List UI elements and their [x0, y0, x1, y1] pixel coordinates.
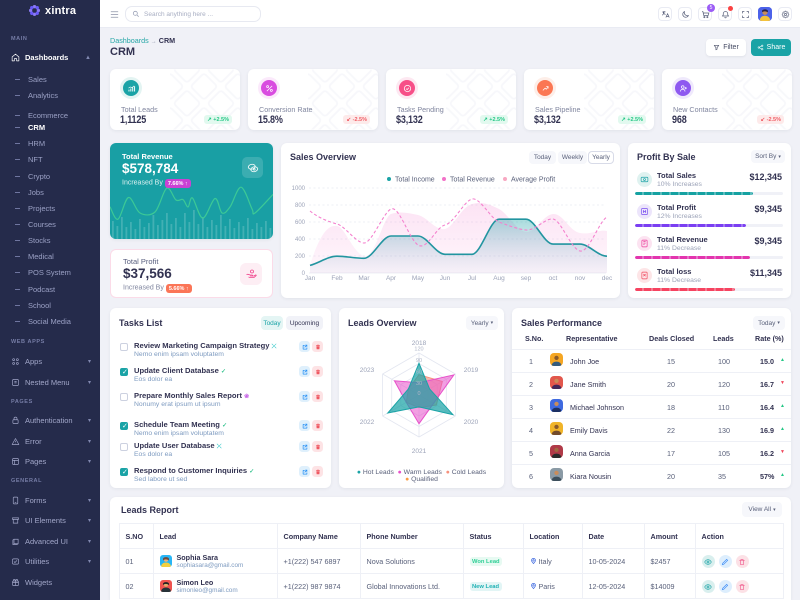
svg-text:2022: 2022: [360, 419, 375, 426]
svg-text:800: 800: [295, 203, 306, 209]
svg-text:Jan: Jan: [305, 275, 316, 282]
svg-text:600: 600: [295, 220, 306, 226]
svg-text:Jun: Jun: [440, 275, 451, 282]
svg-text:0: 0: [417, 391, 420, 397]
svg-text:Average Profit: Average Profit: [511, 177, 555, 184]
svg-text:sep: sep: [521, 275, 532, 282]
svg-text:0: 0: [302, 271, 306, 277]
svg-text:30: 30: [416, 381, 422, 387]
svg-text:2021: 2021: [412, 448, 427, 455]
svg-text:nov: nov: [575, 275, 586, 282]
svg-text:Total Income: Total Income: [395, 177, 435, 184]
svg-text:1000: 1000: [292, 186, 306, 192]
svg-text:Mar: Mar: [358, 275, 370, 282]
svg-text:oct: oct: [549, 275, 558, 282]
svg-text:200: 200: [295, 254, 306, 260]
svg-text:Total Revenue: Total Revenue: [450, 177, 495, 184]
svg-text:dec: dec: [602, 275, 613, 282]
svg-text:120: 120: [414, 347, 423, 353]
svg-text:400: 400: [295, 237, 306, 243]
svg-text:90: 90: [416, 358, 422, 364]
svg-text:Jul: Jul: [468, 275, 477, 282]
svg-text:Aug: Aug: [493, 275, 505, 282]
svg-text:60: 60: [416, 370, 422, 376]
svg-text:2020: 2020: [464, 419, 479, 426]
svg-text:Apr: Apr: [386, 275, 397, 282]
svg-text:2023: 2023: [360, 367, 375, 374]
svg-text:2019: 2019: [464, 367, 479, 374]
svg-text:May: May: [412, 275, 425, 282]
svg-text:2018: 2018: [412, 340, 427, 347]
svg-text:Feb: Feb: [331, 275, 343, 282]
